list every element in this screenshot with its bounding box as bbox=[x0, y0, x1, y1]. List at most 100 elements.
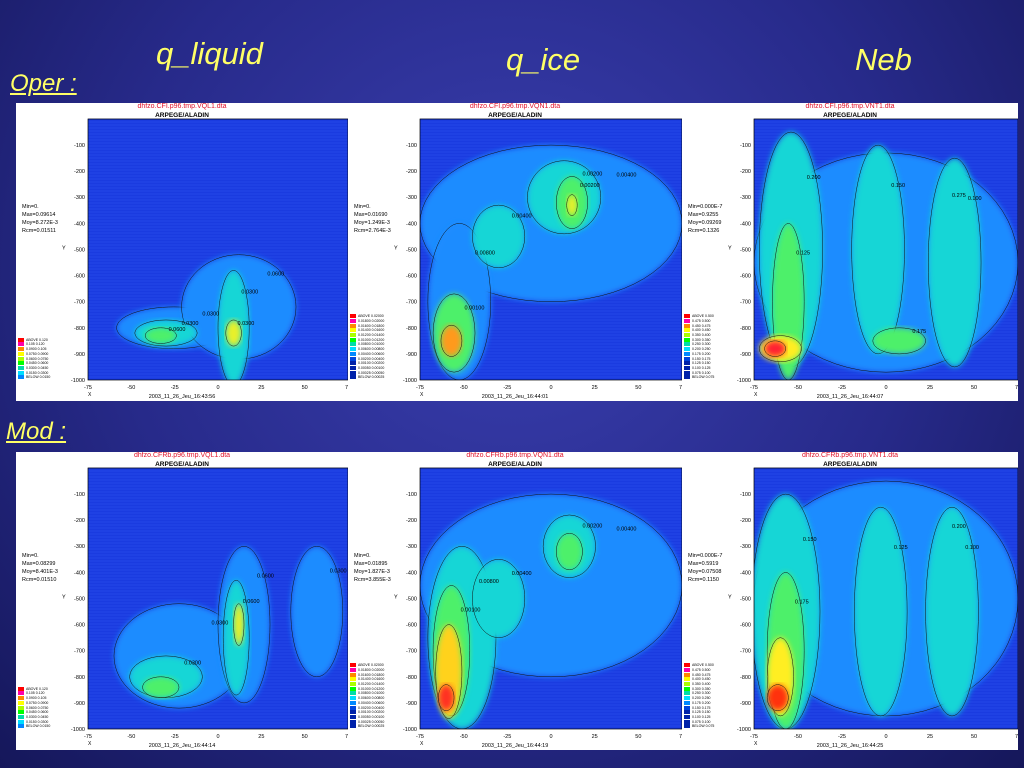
legend-swatch bbox=[684, 356, 690, 361]
legend-entry: 0.350 0.400 bbox=[684, 333, 714, 338]
contour-line bbox=[420, 144, 682, 302]
legend-label: 0.00050 0.00100 bbox=[358, 714, 385, 719]
legend-entry: ABOVE 0.02000 bbox=[350, 663, 384, 668]
contour-region bbox=[438, 684, 455, 711]
legend-entry: 0.00100 0.00200 bbox=[350, 710, 384, 715]
contour-value-label: 0.0300 bbox=[212, 621, 229, 627]
legend-label: BELOW 0.0150 bbox=[26, 724, 51, 729]
contour-fields bbox=[420, 144, 682, 380]
legend-entry: 0.0300 0.0450 bbox=[18, 366, 50, 371]
contour-fields bbox=[116, 254, 297, 380]
y-tick-label: -100 bbox=[74, 492, 85, 498]
y-tick-label: -700 bbox=[740, 649, 751, 655]
legend-label: 0.00800 0.01000 bbox=[358, 342, 385, 347]
legend-swatch bbox=[350, 672, 356, 677]
legend-label: 0.0900 0.105 bbox=[26, 696, 47, 701]
y-tick-label: -400 bbox=[406, 221, 417, 227]
legend-swatch bbox=[684, 351, 690, 356]
row-label-oper: Oper : bbox=[10, 70, 77, 97]
y-tick-label: -800 bbox=[74, 675, 85, 681]
legend-entry: 0.00400 0.00600 bbox=[350, 701, 384, 706]
x-tick-label: -25 bbox=[838, 734, 846, 740]
legend-swatch bbox=[18, 375, 24, 380]
legend-entry: 0.01000 0.01200 bbox=[350, 338, 384, 343]
legend-label: 0.00800 0.01000 bbox=[358, 691, 385, 696]
contour-value-label: 0.00200 bbox=[582, 524, 602, 530]
y-tick-label: -800 bbox=[740, 675, 751, 681]
panel-model-label: ARPEGE/ALADIN bbox=[488, 112, 542, 119]
contour-line bbox=[217, 270, 250, 380]
x-tick-label: -75 bbox=[416, 734, 424, 740]
contour-line bbox=[764, 340, 786, 357]
contour-value-label: 0.0600 bbox=[267, 272, 284, 278]
contour-line bbox=[872, 327, 926, 355]
legend-swatch bbox=[18, 719, 24, 724]
contour-region bbox=[854, 507, 908, 716]
contour-line bbox=[754, 493, 821, 729]
legend-label: BELOW 0.075 bbox=[692, 375, 715, 380]
x-tick-label: -50 bbox=[794, 385, 802, 391]
x-tick-label: 75 bbox=[679, 385, 682, 391]
legend-entry: BELOW 0.00025 bbox=[350, 375, 384, 380]
y-tick-label: -500 bbox=[740, 247, 751, 253]
legend-entry: 0.00400 0.00600 bbox=[350, 352, 384, 357]
contour-line bbox=[542, 514, 596, 578]
legend-swatch bbox=[350, 696, 356, 701]
contour-plot: 0.00400 0.00800 0.00200 0.00400 0.00100 0.002… bbox=[394, 118, 682, 398]
y-tick-label: -400 bbox=[74, 221, 85, 227]
legend-entry: 0.400 0.450 bbox=[684, 328, 714, 333]
column-title-q-liquid: q_liquid bbox=[156, 36, 263, 71]
legend-entry: 0.00025 0.00050 bbox=[350, 371, 384, 376]
contour-region bbox=[556, 533, 583, 570]
legend-swatch bbox=[18, 337, 24, 342]
legend-label: 0.0750 0.0900 bbox=[26, 351, 49, 356]
y-axis-label: Y bbox=[728, 595, 732, 601]
legend-entry: 0.250 0.300 bbox=[684, 691, 714, 696]
x-tick-label: 75 bbox=[679, 734, 682, 740]
panel-timestamp: 2003_11_26_Jeu_16:43:56 bbox=[148, 394, 216, 400]
stat-line: Min=0.000E-7 bbox=[688, 553, 723, 559]
y-tick-label: -400 bbox=[74, 570, 85, 576]
y-tick-label: -100 bbox=[740, 492, 751, 498]
panel-color-legend: ABOVE 0.02000 0.01800 0.02000 0.01600 0.01… bbox=[350, 663, 384, 729]
x-tick-label: 0 bbox=[884, 734, 887, 740]
legend-entry: 0.100 0.125 bbox=[684, 366, 714, 371]
contour-value-label: 0.00800 bbox=[479, 579, 499, 585]
legend-label: ABOVE 0.02000 bbox=[358, 314, 384, 319]
y-tick-label: -100 bbox=[406, 492, 417, 498]
y-tick-label: -200 bbox=[740, 169, 751, 175]
stat-line: Max=0.01690 bbox=[354, 212, 388, 218]
stat-line: Max=0.01895 bbox=[354, 561, 388, 567]
stat-line: Min=0. bbox=[354, 204, 371, 210]
legend-entry: 0.200 0.250 bbox=[684, 347, 714, 352]
contour-region bbox=[851, 145, 905, 354]
legend-swatch bbox=[18, 705, 24, 710]
x-axis-label: X bbox=[420, 392, 424, 398]
y-tick-label: -1000 bbox=[71, 727, 85, 733]
legend-entry: 0.0600 0.0750 bbox=[18, 357, 50, 362]
contour-line bbox=[854, 506, 908, 717]
legend-entry: 0.00050 0.00100 bbox=[350, 366, 384, 371]
y-tick-label: -800 bbox=[406, 326, 417, 332]
legend-swatch bbox=[684, 347, 690, 352]
legend-swatch bbox=[684, 705, 690, 710]
stat-line: Rcm=0.1150 bbox=[688, 577, 719, 583]
legend-swatch bbox=[350, 677, 356, 682]
legend-entry: ABOVE 0.120 bbox=[18, 687, 50, 692]
legend-entry: BELOW 0.075 bbox=[684, 375, 714, 380]
contour-value-label: 0.100 bbox=[965, 545, 979, 551]
plot-frame bbox=[419, 118, 682, 381]
y-tick-label: -700 bbox=[406, 300, 417, 306]
y-tick-label: -500 bbox=[406, 247, 417, 253]
stat-line: Min=0. bbox=[22, 204, 39, 210]
legend-entry: BELOW 0.00025 bbox=[350, 724, 384, 729]
legend-swatch bbox=[684, 672, 690, 677]
legend-entry: 0.105 0.120 bbox=[18, 691, 50, 696]
contour-region bbox=[872, 327, 926, 354]
x-tick-label: 75 bbox=[1015, 734, 1018, 740]
contour-region bbox=[142, 676, 179, 698]
legend-entry: 0.400 0.450 bbox=[684, 677, 714, 682]
y-axis-label: Y bbox=[62, 246, 66, 252]
x-tick-label: 25 bbox=[927, 734, 933, 740]
contour-value-label: 0.00200 bbox=[582, 171, 602, 177]
